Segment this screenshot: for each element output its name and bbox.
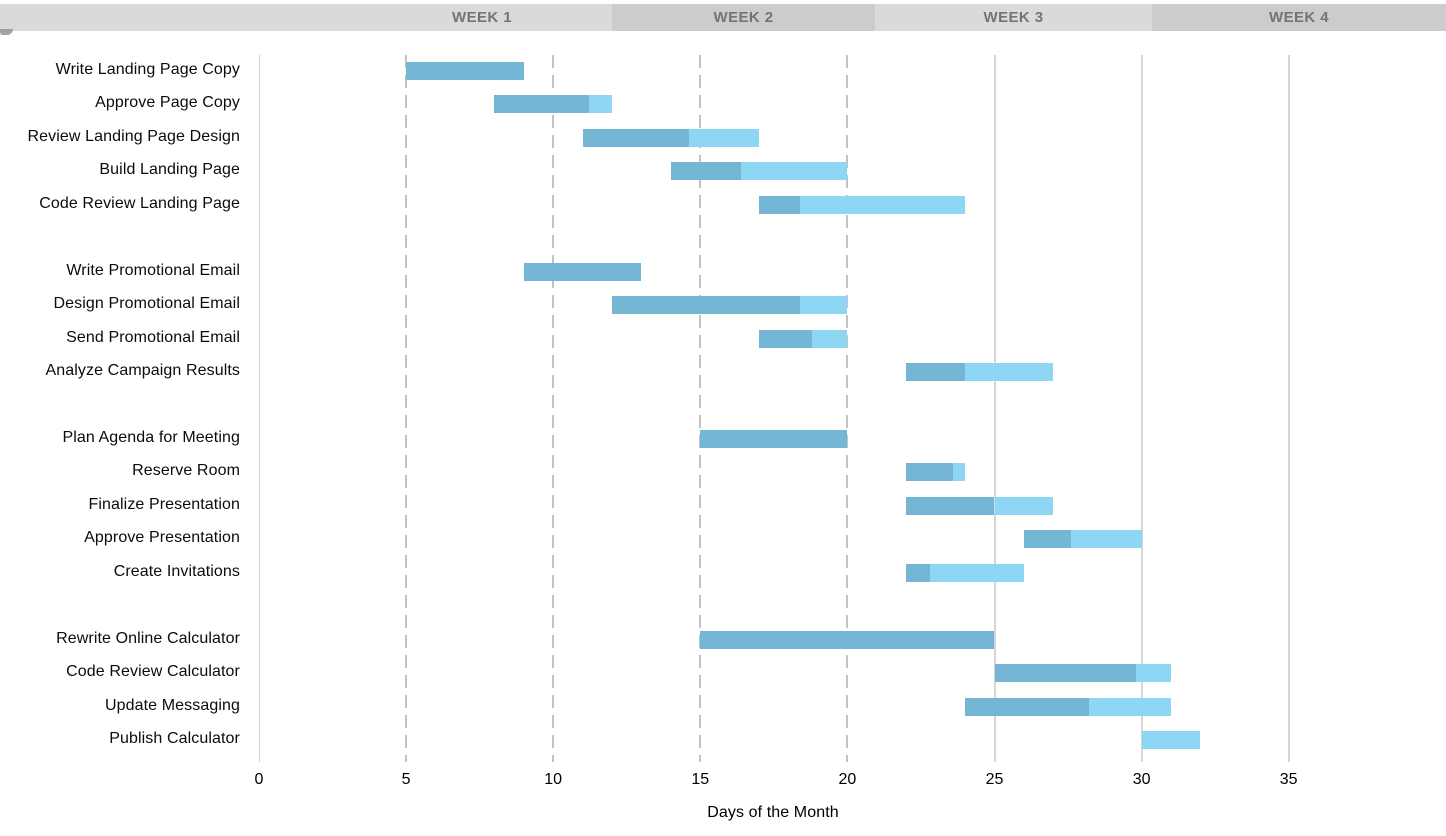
gantt-bar-complete[interactable] xyxy=(906,563,930,582)
week-2-header-label: WEEK 2 xyxy=(713,9,774,26)
x-tick-label-30: 30 xyxy=(1132,771,1151,788)
gridline-day-35 xyxy=(1287,55,1290,762)
week-1-header-label: WEEK 1 xyxy=(452,9,512,26)
task-label: Reserve Room xyxy=(132,462,240,480)
gantt-bar-complete[interactable] xyxy=(965,697,1089,716)
gantt-bar-remaining[interactable] xyxy=(800,296,848,315)
gantt-bar-complete[interactable] xyxy=(406,62,524,80)
gridline-day-20 xyxy=(846,55,849,762)
task-label: Approve Presentation xyxy=(84,529,240,547)
gantt-bar-complete[interactable] xyxy=(906,363,966,382)
gantt-bar-complete[interactable] xyxy=(994,664,1136,683)
gantt-bar-remaining[interactable] xyxy=(1141,731,1201,749)
gridline-day-10 xyxy=(552,55,555,762)
task-label: Update Messaging xyxy=(104,696,240,714)
gantt-bar-complete[interactable] xyxy=(906,496,995,515)
task-label: Review Landing Page Design xyxy=(27,127,240,145)
gantt-bar-complete[interactable] xyxy=(906,463,954,482)
gantt-bar-remaining[interactable] xyxy=(812,329,848,348)
gantt-bar-remaining[interactable] xyxy=(588,95,613,114)
gantt-bar-complete[interactable] xyxy=(700,429,848,448)
task-label: Rewrite Online Calculator xyxy=(56,629,240,647)
task-label: Analyze Campaign Results xyxy=(45,362,240,380)
task-label: Code Review Calculator xyxy=(66,663,240,681)
gantt-bar-complete[interactable] xyxy=(612,296,801,315)
window-corner-artifact xyxy=(0,29,13,35)
task-label: Write Landing Page Copy xyxy=(55,61,240,78)
gantt-bar-complete[interactable] xyxy=(582,128,689,147)
gantt-bar-complete[interactable] xyxy=(1023,530,1071,549)
gantt-bar-remaining[interactable] xyxy=(929,563,1024,582)
x-tick-label-35: 35 xyxy=(1279,771,1298,788)
x-tick-label-15: 15 xyxy=(691,771,710,788)
gantt-bar-remaining[interactable] xyxy=(741,162,848,181)
x-tick-label-0: 0 xyxy=(254,771,264,788)
task-label: Design Promotional Email xyxy=(53,295,240,313)
gridline-day-25 xyxy=(993,55,996,762)
gantt-bar-remaining[interactable] xyxy=(1135,664,1171,683)
gridline-day-5 xyxy=(405,55,408,762)
gantt-bar-remaining[interactable] xyxy=(1070,530,1142,549)
x-tick-label-25: 25 xyxy=(985,771,1004,788)
task-label: Plan Agenda for Meeting xyxy=(62,428,240,446)
gantt-bar-complete[interactable] xyxy=(759,329,813,348)
x-tick-label-10: 10 xyxy=(544,771,563,788)
gantt-bar-remaining[interactable] xyxy=(953,463,966,482)
task-label: Send Promotional Email xyxy=(66,328,240,346)
gantt-bar-remaining[interactable] xyxy=(688,128,760,147)
week-1-header-cell[interactable] xyxy=(0,4,612,31)
gantt-bar-complete[interactable] xyxy=(494,95,589,114)
task-label: Create Invitations xyxy=(113,562,240,580)
gantt-bar-remaining[interactable] xyxy=(994,496,1054,515)
task-label: Build Landing Page xyxy=(99,161,240,179)
gantt-bar-complete[interactable] xyxy=(523,262,642,281)
task-label: Finalize Presentation xyxy=(88,495,240,513)
gantt-bar-complete[interactable] xyxy=(759,195,801,214)
task-label: Code Review Landing Page xyxy=(39,194,240,212)
task-label: Write Promotional Email xyxy=(66,261,240,279)
gridline-day-30 xyxy=(1140,55,1143,762)
x-tick-label-5: 5 xyxy=(401,771,411,788)
gantt-bar-remaining[interactable] xyxy=(800,195,966,214)
x-axis-title: Days of the Month xyxy=(707,804,839,821)
week-4-header-cell[interactable] xyxy=(1152,4,1446,31)
x-tick-label-20: 20 xyxy=(838,771,857,788)
gantt-bar-remaining[interactable] xyxy=(1088,697,1172,716)
week-4-header-label: WEEK 4 xyxy=(1269,9,1329,26)
gantt-bar-complete[interactable] xyxy=(700,630,995,649)
week-3-header-cell[interactable] xyxy=(875,4,1152,31)
gantt-bar-remaining[interactable] xyxy=(965,363,1054,382)
task-label: Publish Calculator xyxy=(109,730,240,747)
gridline-day-0 xyxy=(259,55,260,762)
task-label: Approve Page Copy xyxy=(95,94,240,112)
week-3-header-label: WEEK 3 xyxy=(983,9,1044,26)
gantt-bar-complete[interactable] xyxy=(670,162,742,181)
gridline-day-15 xyxy=(699,55,702,762)
week-2-header-cell[interactable] xyxy=(612,4,875,31)
